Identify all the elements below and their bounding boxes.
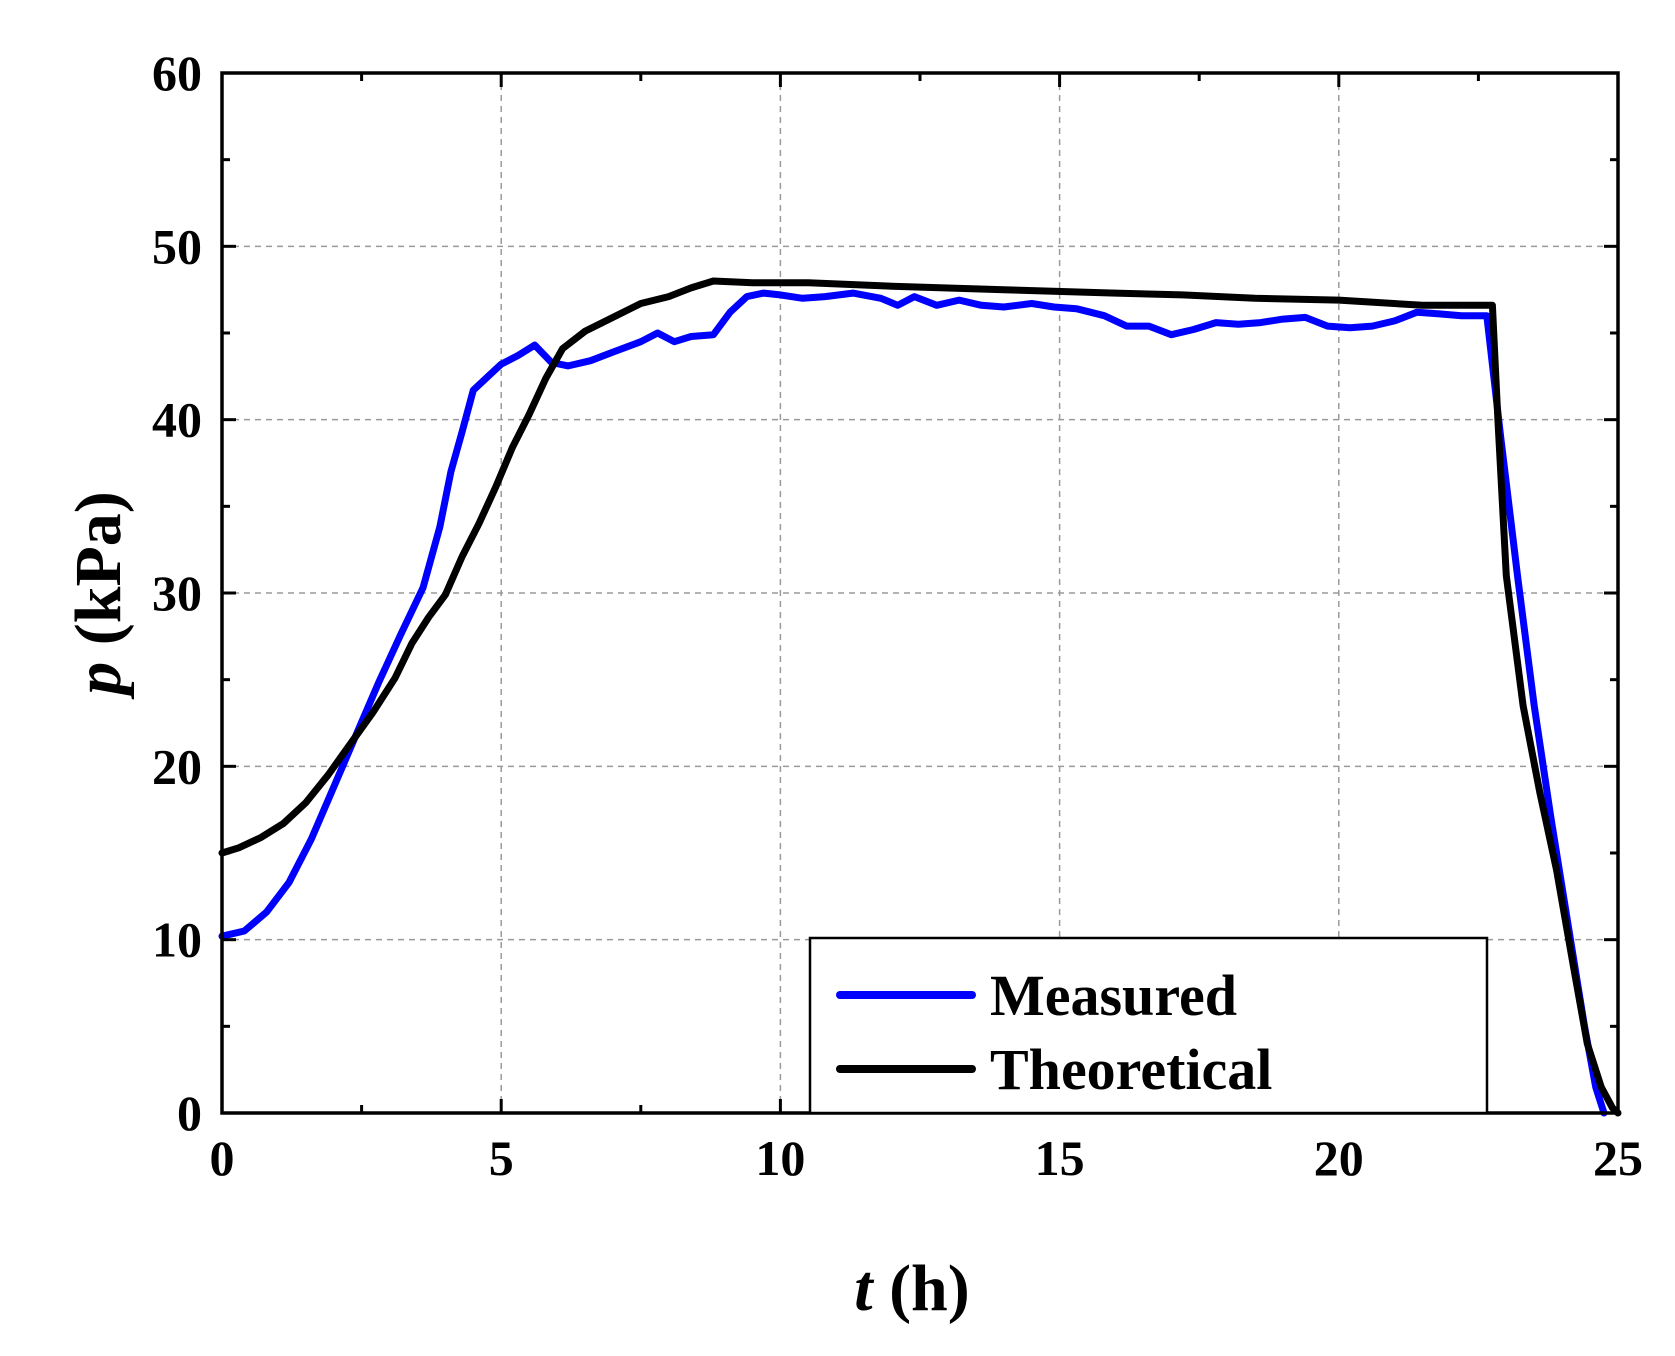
legend: Measured Theoretical: [808, 936, 1489, 1115]
y-tick-label: 0: [177, 1085, 202, 1141]
x-axis-variable: t: [854, 1252, 874, 1325]
y-axis-unit: (kPa): [62, 491, 135, 661]
legend-label-measured: Measured: [990, 963, 1237, 1028]
y-tick-label: 30: [152, 565, 202, 621]
x-tick-label: 15: [1035, 1130, 1085, 1186]
x-axis-label: t (h): [854, 1252, 970, 1325]
y-axis-variable: p: [62, 662, 135, 700]
series-layer: [218, 277, 1622, 1117]
legend-box: [808, 936, 1489, 1115]
x-tick-label: 5: [489, 1130, 514, 1186]
y-tick-label: 60: [152, 45, 202, 101]
series-line-theoretical: [218, 277, 1622, 1117]
legend-label-theoretical: Theoretical: [990, 1037, 1272, 1102]
x-tick-label: 20: [1314, 1130, 1364, 1186]
gridlines: [222, 73, 1618, 1113]
series-line-measured: [218, 289, 1608, 1117]
tick-labels: 0 5 10 15 20 25 0 10 20 30 40 50 60: [152, 45, 1643, 1186]
y-tick-label: 50: [152, 218, 202, 274]
x-tick-label: 10: [755, 1130, 805, 1186]
x-tick-label: 25: [1593, 1130, 1643, 1186]
x-axis-unit: (h): [873, 1252, 970, 1325]
y-tick-label: 40: [152, 392, 202, 448]
y-axis-label: p (kPa): [62, 491, 135, 699]
x-tick-label: 0: [210, 1130, 235, 1186]
y-tick-label: 20: [152, 738, 202, 794]
axis-ticks: [220, 71, 1620, 1115]
y-tick-label: 10: [152, 912, 202, 968]
